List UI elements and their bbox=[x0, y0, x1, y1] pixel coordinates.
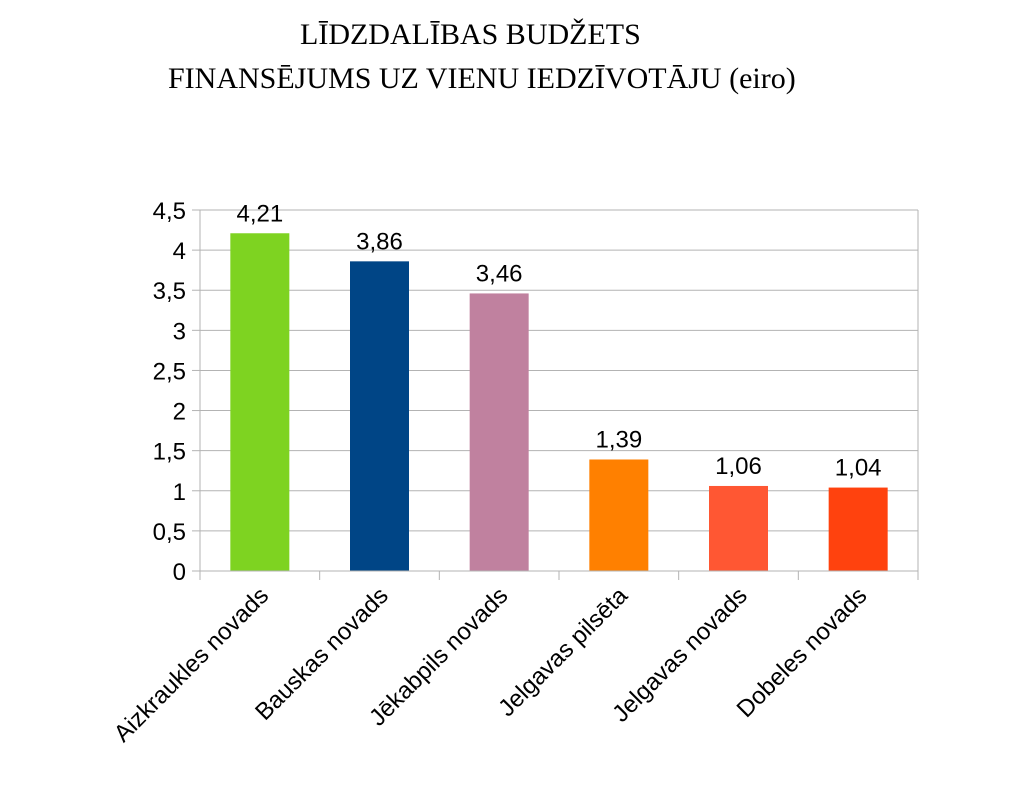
y-tick-label-2: 1 bbox=[173, 479, 186, 506]
chart-title-line-2: FINANSĒJUMS UZ VIENU IEDZĪVOTĀJU (eiro) bbox=[168, 62, 796, 95]
bar-1 bbox=[350, 261, 409, 571]
bar-5 bbox=[828, 487, 888, 571]
bar-0 bbox=[230, 233, 290, 571]
y-tick-label-7: 3,5 bbox=[153, 278, 186, 305]
data-label-0: 4,21 bbox=[236, 200, 283, 227]
gridlines bbox=[200, 209, 919, 572]
chart-title-line-1: LĪDZDALĪBAS BUDŽETS bbox=[300, 18, 641, 51]
bars bbox=[230, 233, 888, 571]
category-label-5: Dobeles novads bbox=[732, 582, 873, 723]
data-labels: 4,21 3,86 3,46 1,39 1,06 1,04 bbox=[236, 200, 881, 481]
bar-3 bbox=[589, 459, 649, 571]
category-label-3: Jelgavas pilsēta bbox=[493, 582, 633, 722]
y-tick-label-5: 2,5 bbox=[153, 358, 186, 385]
y-tick-label-0: 0 bbox=[173, 559, 186, 586]
y-axis-tick-labels: 0 0,5 1 1,5 2 2,5 3 3,5 4 4,5 bbox=[153, 198, 186, 586]
y-tick-label-9: 4,5 bbox=[153, 198, 186, 225]
category-label-0: Aizkraukles novads bbox=[109, 582, 274, 747]
y-tick-label-8: 4 bbox=[173, 238, 186, 265]
data-label-5: 1,04 bbox=[835, 455, 882, 482]
bar-2 bbox=[469, 293, 529, 571]
y-tick-label-3: 1,5 bbox=[153, 439, 186, 466]
y-tick-label-1: 0,5 bbox=[153, 519, 186, 546]
y-tick-label-6: 3 bbox=[173, 318, 186, 345]
data-label-1: 3,86 bbox=[356, 228, 403, 255]
data-label-4: 1,06 bbox=[715, 453, 762, 480]
axes bbox=[192, 209, 919, 580]
data-label-3: 1,39 bbox=[595, 426, 642, 453]
y-tick-label-4: 2 bbox=[173, 399, 186, 426]
bar-4 bbox=[709, 485, 768, 571]
data-label-2: 3,46 bbox=[476, 260, 523, 287]
